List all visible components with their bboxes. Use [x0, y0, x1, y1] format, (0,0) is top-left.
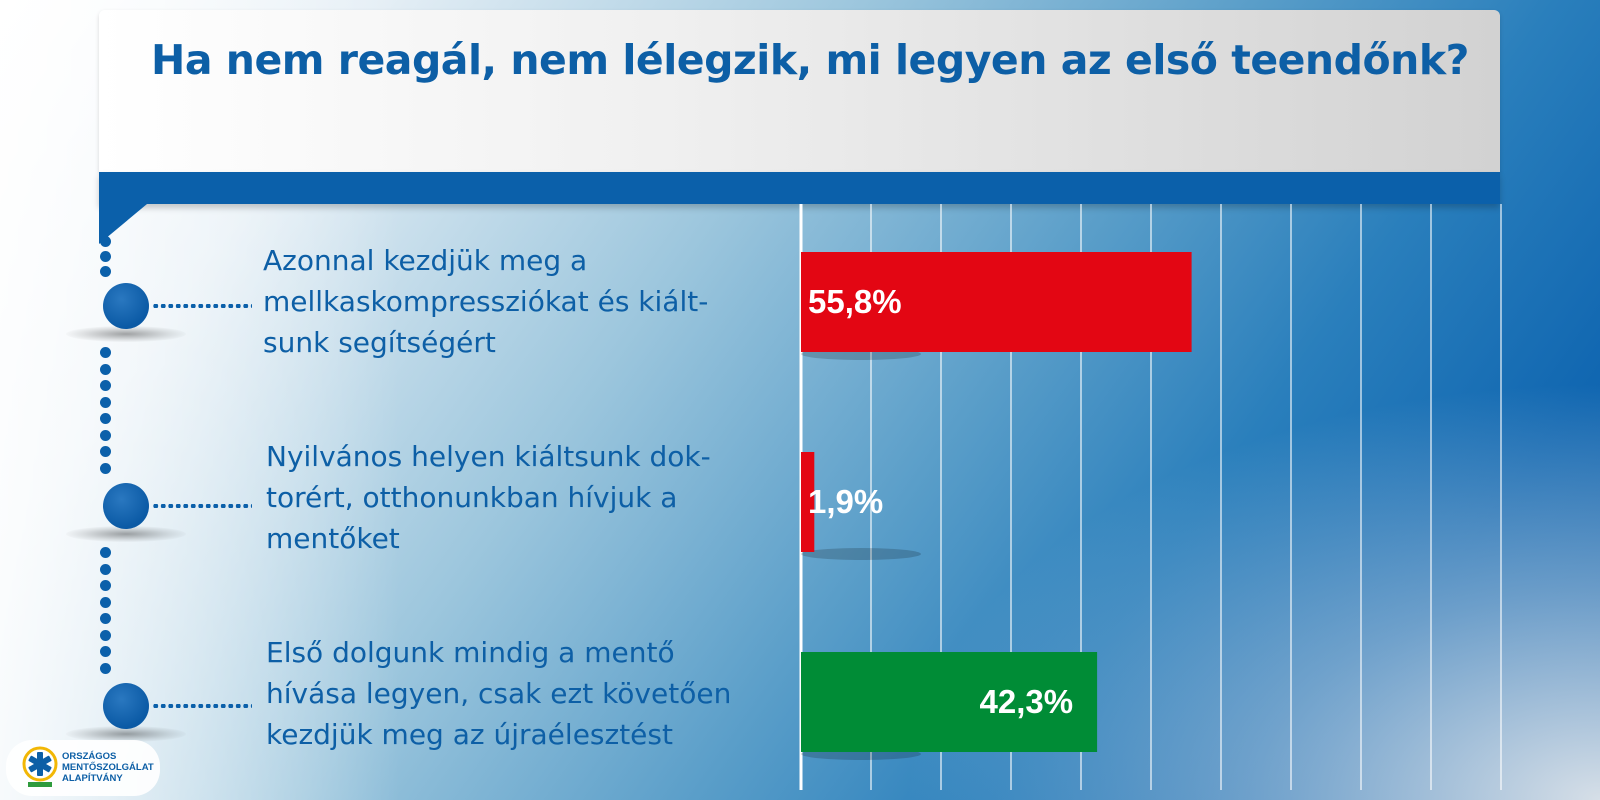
bullet-shadow	[66, 326, 186, 342]
star-of-life-icon	[22, 746, 58, 787]
timeline-dot	[100, 413, 111, 424]
bullet-shadow	[66, 526, 186, 542]
timeline-dot	[100, 266, 111, 277]
timeline-dot	[100, 580, 111, 591]
value-label-2: 1,9%	[808, 483, 884, 520]
timeline-dot	[100, 563, 111, 575]
chart-title: Ha nem reagál, nem lélegzik, mi legyen a…	[151, 36, 1469, 84]
bar-2	[801, 452, 815, 552]
timeline-dot	[100, 547, 111, 558]
timeline-bullet	[103, 283, 149, 329]
timeline-dot	[100, 429, 111, 441]
timeline-dot	[100, 236, 111, 247]
logo: ORSZÁGOS MENTŐSZOLGÁLAT ALAPÍTVÁNY	[6, 740, 160, 796]
timeline-dot	[100, 462, 111, 474]
timeline-dot	[100, 363, 111, 375]
timeline-dot	[100, 347, 111, 358]
timeline-dot	[100, 251, 111, 262]
logo-text: ORSZÁGOS MENTŐSZOLGÁLAT ALAPÍTVÁNY	[62, 751, 154, 784]
timeline-dot	[100, 596, 111, 608]
value-label-3: 42,3%	[979, 683, 1074, 720]
timeline-dot	[100, 396, 111, 408]
timeline-bullet	[103, 683, 149, 729]
timeline-dot	[100, 380, 111, 391]
title-underline-band	[99, 172, 1500, 204]
timeline-dot	[100, 446, 111, 457]
bullet-shadow	[66, 726, 186, 742]
dotted-connector	[152, 504, 252, 508]
timeline-dot	[100, 662, 111, 674]
bar-3	[801, 652, 1098, 752]
dotted-connector	[152, 704, 252, 708]
timeline-dot	[100, 629, 111, 641]
timeline-dot	[100, 613, 111, 624]
bar-shadow	[801, 548, 921, 560]
answer-label-1: Azonnal kezdjük meg a mellkaskompresszió…	[263, 244, 709, 359]
answer-label-3: Első dolgunk mindig a mentő hívása legye…	[266, 636, 732, 751]
bar-1	[801, 252, 1192, 352]
value-label-1: 55,8%	[808, 283, 902, 320]
title-panel: Ha nem reagál, nem lélegzik, mi legyen a…	[99, 10, 1500, 172]
timeline-bullet	[103, 483, 149, 529]
timeline-dot	[100, 646, 111, 657]
dotted-connector	[152, 304, 252, 308]
answer-label-2: Nyilvános helyen kiáltsunk dok- torért, …	[266, 440, 711, 555]
